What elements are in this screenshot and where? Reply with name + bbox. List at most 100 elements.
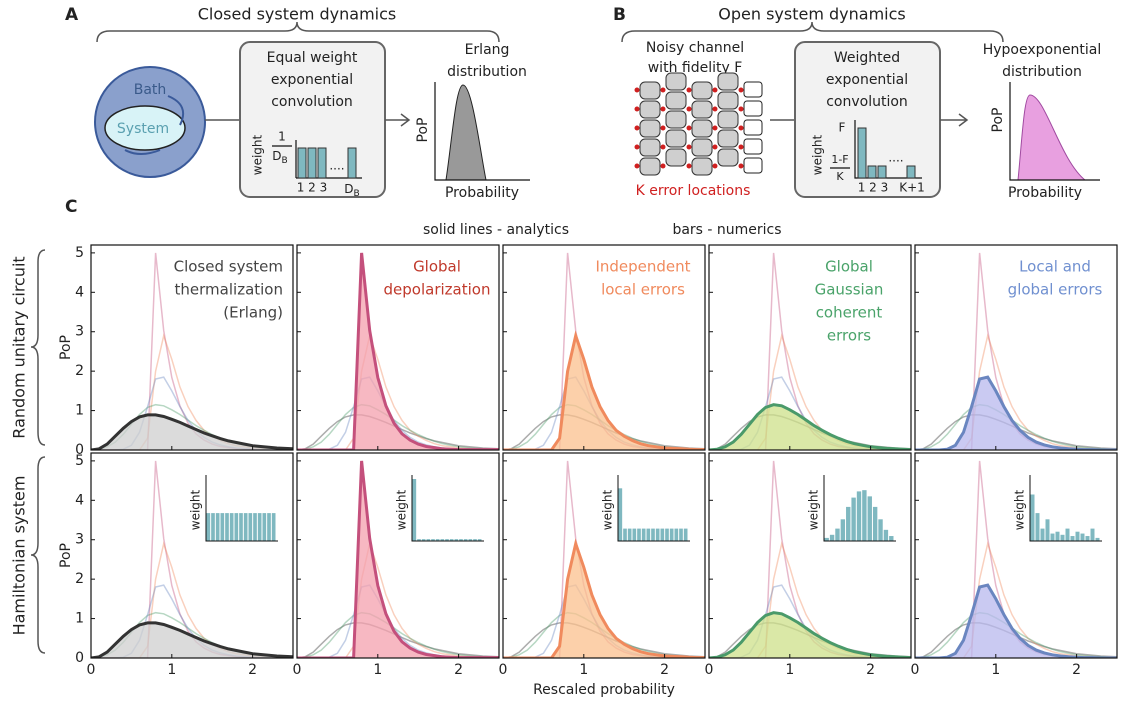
inset-bar [435, 539, 440, 541]
inset-bar [426, 539, 431, 541]
inset-bar [454, 539, 459, 541]
inset-label: weight [807, 489, 821, 530]
inset-bar [1060, 534, 1065, 541]
gate [691, 119, 713, 138]
gate [639, 119, 661, 138]
y-tick-label: 0 [75, 442, 84, 458]
inset-bar [421, 539, 426, 541]
y-tick-label: 0 [75, 650, 84, 666]
gate [691, 157, 713, 176]
weight-bar [906, 165, 916, 179]
error-dot [634, 125, 640, 131]
gate [665, 91, 687, 110]
gate [665, 110, 687, 129]
error-dot [738, 87, 744, 93]
row-label: Hamiltonian system [10, 476, 29, 636]
y-tick-label: 5 [75, 245, 84, 261]
inset-bar [889, 536, 894, 541]
inset-bar [1070, 536, 1075, 541]
inset-bar [477, 539, 482, 541]
box-text: exponential [271, 72, 353, 88]
analytic-curve [709, 611, 911, 658]
y-tick-label: 3 [75, 324, 84, 340]
box-text: Equal weight [267, 50, 358, 66]
inset-bar [655, 528, 660, 541]
inset-bar [473, 539, 477, 541]
gate [717, 72, 739, 91]
curve-label: errors [827, 327, 871, 345]
curve-label: depolarization [384, 281, 491, 299]
y-tick-label: 3 [75, 532, 84, 548]
inset-bar [229, 513, 234, 541]
inset-bar [257, 513, 262, 541]
curve-label: coherent [816, 304, 883, 322]
inset-bar [1055, 531, 1060, 541]
inset-axis [205, 475, 278, 542]
error-dot [738, 144, 744, 150]
note: solid lines - analytics [423, 222, 569, 238]
gate [639, 138, 661, 157]
inset-bar [220, 513, 225, 541]
inset-bar [1050, 533, 1055, 541]
inset-bar [835, 528, 840, 541]
out-title: Hypoexponential [983, 42, 1102, 58]
y-tick-label: 1 [75, 611, 84, 627]
inset-bar [1035, 513, 1040, 541]
x-tick-label: 0 [499, 662, 508, 678]
inset-bar [248, 513, 253, 541]
numeric-area [91, 622, 293, 658]
arrow [940, 113, 969, 127]
panel-frame [296, 452, 500, 659]
curve-label: global errors [1008, 281, 1103, 299]
x-tick-label: 0 [705, 662, 714, 678]
inset-bar [215, 513, 220, 541]
weight-bar [867, 165, 877, 179]
locations-label: K error locations [636, 183, 751, 199]
x-tick-label: 0 [87, 662, 96, 678]
gate [665, 148, 687, 167]
error-dot [712, 87, 718, 93]
inset-bar [618, 488, 623, 541]
arrow [385, 113, 411, 127]
curve-label: Closed system [174, 258, 283, 276]
system-ellipse [104, 105, 186, 151]
inset-bar [623, 528, 627, 541]
inset-bar [632, 528, 637, 541]
inset-bar [627, 528, 632, 541]
inset-bar [1080, 533, 1085, 541]
brace [30, 456, 46, 654]
panel-frame [90, 244, 294, 451]
numeric-area [503, 335, 705, 450]
axis [434, 82, 530, 181]
inset-bar [1095, 537, 1100, 541]
inset-bar [683, 528, 688, 541]
x-tick-label: 2 [248, 662, 257, 678]
channel-text: Noisy channel [646, 40, 744, 56]
last-tick: DB [344, 182, 359, 199]
inset-axis [411, 475, 484, 542]
channel-text: with fidelity F [648, 60, 743, 76]
numeric-area [503, 543, 705, 658]
panel-label: B [613, 5, 626, 25]
curve-label: (Erlang) [223, 304, 283, 322]
error-dot [660, 87, 666, 93]
y-tick-label: 2 [75, 363, 84, 379]
inset-bar [1045, 519, 1050, 541]
inset-bar [829, 534, 835, 541]
inset-bar [234, 513, 239, 541]
panel-frame [296, 244, 500, 451]
inset-axis [823, 475, 896, 542]
inset-bar [449, 539, 454, 541]
gate [717, 148, 739, 167]
x-tick-label: 2 [1072, 662, 1081, 678]
inset-bar [840, 519, 846, 541]
inset-bar [1090, 528, 1095, 541]
gate [717, 91, 739, 110]
inset-bar [641, 528, 646, 541]
frac-num: 1-F [831, 153, 848, 166]
panel-frame [914, 452, 1118, 659]
inset-bar [267, 513, 271, 541]
box-text: convolution [826, 94, 908, 110]
inset-bar [660, 528, 665, 541]
